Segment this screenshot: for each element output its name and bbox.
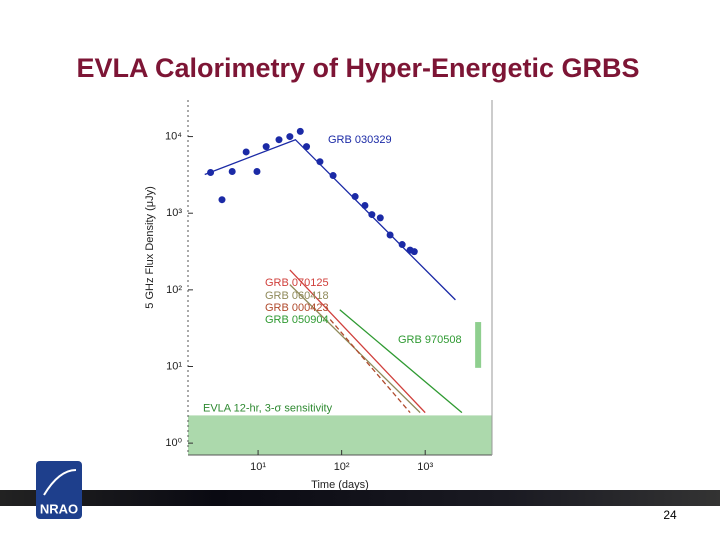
data-point xyxy=(386,231,394,239)
data-point xyxy=(218,196,226,204)
logo-arc xyxy=(43,469,77,496)
data-point xyxy=(228,168,236,176)
data-point xyxy=(410,248,418,256)
data-point xyxy=(207,168,215,176)
chart: EVLA 12-hr, 3-σ sensitivity 10⁰ 10¹ 10² 10³ 1… xyxy=(144,100,493,491)
page-number: 24 xyxy=(663,508,677,522)
data-point xyxy=(242,148,250,156)
model-line xyxy=(339,309,463,414)
sensitivity-band xyxy=(188,415,492,455)
data-point xyxy=(376,214,384,222)
slide-title: EVLA Calorimetry of Hyper-Energetic GRBS xyxy=(76,53,639,83)
band-label: EVLA 12-hr, 3-σ sensitivity xyxy=(203,402,333,414)
series-label: GRB 970508 xyxy=(398,334,462,346)
model-line xyxy=(289,284,421,414)
data-point xyxy=(361,202,369,210)
y-axis-title: 5 GHz Flux Density (μJy) xyxy=(144,186,156,308)
data-point xyxy=(329,172,337,180)
model-line xyxy=(289,269,426,414)
x-axis-title: Time (days) xyxy=(311,479,369,491)
footer-band xyxy=(0,490,720,506)
y-tick-label: 10⁰ xyxy=(165,437,182,449)
data-point xyxy=(398,241,406,249)
x-tick-label: 10³ xyxy=(417,461,433,473)
range-bar xyxy=(475,322,482,368)
data-point xyxy=(275,136,283,144)
series-label: GRB 030329 xyxy=(328,134,392,146)
data-point xyxy=(316,158,324,166)
series-label: GRB 050904 xyxy=(265,314,329,326)
y-tick-label: 10¹ xyxy=(166,360,182,372)
series-label: GRB 000423 xyxy=(265,302,329,314)
data-point xyxy=(351,193,359,201)
series-label: GRB 060418 xyxy=(265,290,329,302)
data-point xyxy=(368,211,376,219)
y-tick-label: 10² xyxy=(166,284,182,296)
x-tick-label: 10¹ xyxy=(250,461,266,473)
model-line xyxy=(329,319,411,414)
data-point xyxy=(286,133,294,141)
data-point xyxy=(303,143,311,151)
logo xyxy=(36,461,82,519)
y-tick-label: 10³ xyxy=(166,207,182,219)
data-point xyxy=(262,143,270,151)
data-point xyxy=(253,168,261,176)
y-tick-label: 10⁴ xyxy=(165,130,182,142)
data-point xyxy=(296,127,304,135)
logo-text: NRAO xyxy=(40,501,78,516)
series-label: GRB 070125 xyxy=(265,277,329,289)
x-tick-label: 10² xyxy=(334,461,350,473)
